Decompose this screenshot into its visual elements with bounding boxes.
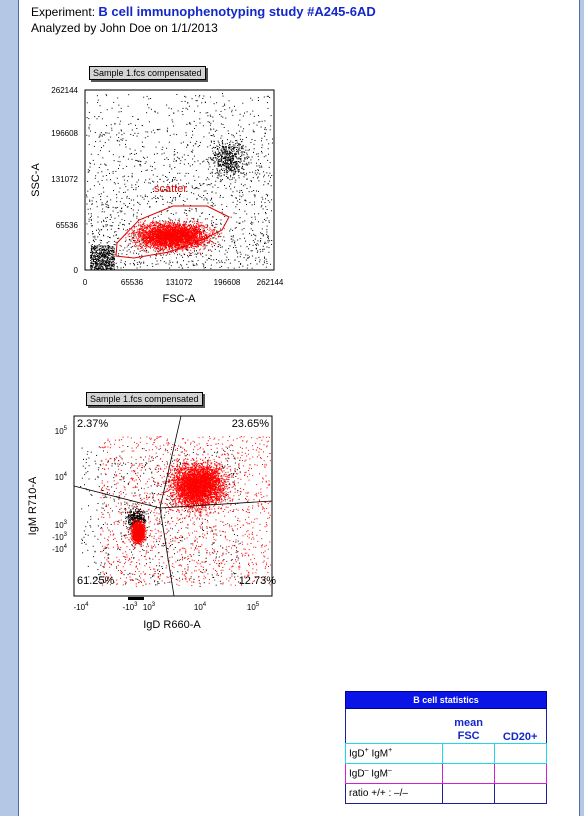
plot1-ytick: 131072 [51, 175, 78, 184]
col-mean-line2: FSC [457, 730, 480, 742]
quadrant-lr-percent: 12.73% [239, 575, 277, 587]
experiment-label: Experiment: [31, 5, 96, 19]
quad-line-right[interactable] [159, 500, 273, 509]
plot1-ytick: 196608 [51, 129, 78, 138]
experiment-title[interactable]: B cell immunophenotyping study #A245-6AD [98, 4, 376, 19]
plot1-xtick: 65536 [121, 278, 144, 287]
scatter-gate-label: scatter [154, 183, 187, 195]
stats-cell[interactable] [493, 783, 548, 804]
quadrant-ll-percent: 61.25% [77, 575, 115, 587]
stats-cell[interactable] [493, 763, 548, 784]
row2-igm: IgM [371, 768, 388, 780]
plot1-ytick: 0 [74, 266, 79, 275]
plot1-ylabel: SSC-A [30, 163, 42, 197]
stats-cell[interactable] [442, 763, 495, 784]
plot1-xtick: 262144 [257, 278, 284, 287]
plot2-xtick: 105 [247, 602, 260, 612]
left-margin-bar [0, 0, 18, 816]
plot2-xtick: -103 [123, 602, 139, 612]
plot1-xlabel: FSC-A [163, 293, 197, 305]
plot2-ylabel: IgM R710-A [27, 476, 39, 535]
quad-line-bottom[interactable] [159, 507, 175, 597]
plot1-ytick: 65536 [56, 221, 79, 230]
stats-cell[interactable] [442, 783, 495, 804]
stats-col-cd20[interactable]: CD20+ [502, 731, 538, 743]
plot2-xtick: -104 [74, 602, 90, 612]
quadrant-ur-percent: 23.65% [232, 418, 270, 430]
scatter-plot-fsc-ssc[interactable]: scatter 262144 196608 131072 65536 0 0 6… [24, 80, 284, 320]
row1-sup1: + [364, 747, 369, 755]
plot2-xtick: 104 [194, 602, 207, 612]
b-cell-statistics-table[interactable]: B cell statistics mean FSC CD20+ IgD+ Ig… [344, 691, 548, 804]
analyzed-by-text: Analyzed by John Doe on 1/1/2013 [31, 21, 218, 35]
stats-col-mean-fsc[interactable]: mean FSC [443, 709, 494, 744]
plot2-ytick: 104 [55, 472, 68, 482]
quad-line-top[interactable] [159, 415, 182, 509]
row2-igd: IgD [349, 768, 365, 780]
quad-line-left[interactable] [73, 485, 161, 509]
row2-sup2: – [387, 767, 392, 775]
plot1-xtick: 131072 [166, 278, 193, 287]
row1-igm: IgM [371, 748, 389, 760]
plot1-dots-red [119, 216, 225, 256]
stats-cell[interactable] [493, 743, 548, 764]
plot2-ytick: 105 [55, 426, 68, 436]
col-mean-line1: mean [454, 717, 483, 729]
stats-row-igd-pos-igm-pos[interactable]: IgD+ IgM+ [344, 743, 444, 764]
experiment-header: Experiment: B cell immunophenotyping stu… [31, 4, 376, 19]
plot2-axis-marker [128, 597, 144, 600]
left-margin-line [18, 0, 19, 816]
row2-sup1: – [364, 767, 369, 775]
plot1-xtick: 0 [83, 278, 88, 287]
plot1-frame [84, 89, 275, 271]
plot1-xtick: 196608 [214, 278, 241, 287]
stats-row-igd-neg-igm-neg[interactable]: IgD– IgM– [344, 763, 444, 784]
plot2-xtick: 103 [143, 602, 156, 612]
scatter-plot-igd-igm[interactable]: 2.37% 23.65% 61.25% 12.73% 105 104 103 -… [20, 406, 282, 638]
plot2-frame [73, 415, 273, 597]
plot2-xlabel: IgD R660-A [143, 619, 201, 631]
stats-cell[interactable] [442, 743, 495, 764]
row1-sup2: + [388, 747, 393, 755]
plot1-ytick: 262144 [51, 86, 78, 95]
stats-table-title: B cell statistics [345, 691, 547, 709]
right-scroll-edge [579, 0, 584, 816]
plot2-ytick: 103 [55, 520, 68, 530]
scatter-gate[interactable] [115, 205, 230, 259]
plot2-title[interactable]: Sample 1.fcs compensated [86, 392, 203, 406]
stats-row-ratio[interactable]: ratio +/+ : –/– [344, 783, 444, 804]
quadrant-ul-percent: 2.37% [77, 418, 108, 430]
plot1-title[interactable]: Sample 1.fcs compensated [89, 66, 206, 80]
row1-igd: IgD [349, 748, 365, 760]
plot2-ytick: -103 [52, 532, 68, 542]
plot2-ytick: -104 [52, 544, 68, 554]
plot2-dots-red [100, 436, 271, 587]
stats-header-empty [346, 709, 443, 744]
